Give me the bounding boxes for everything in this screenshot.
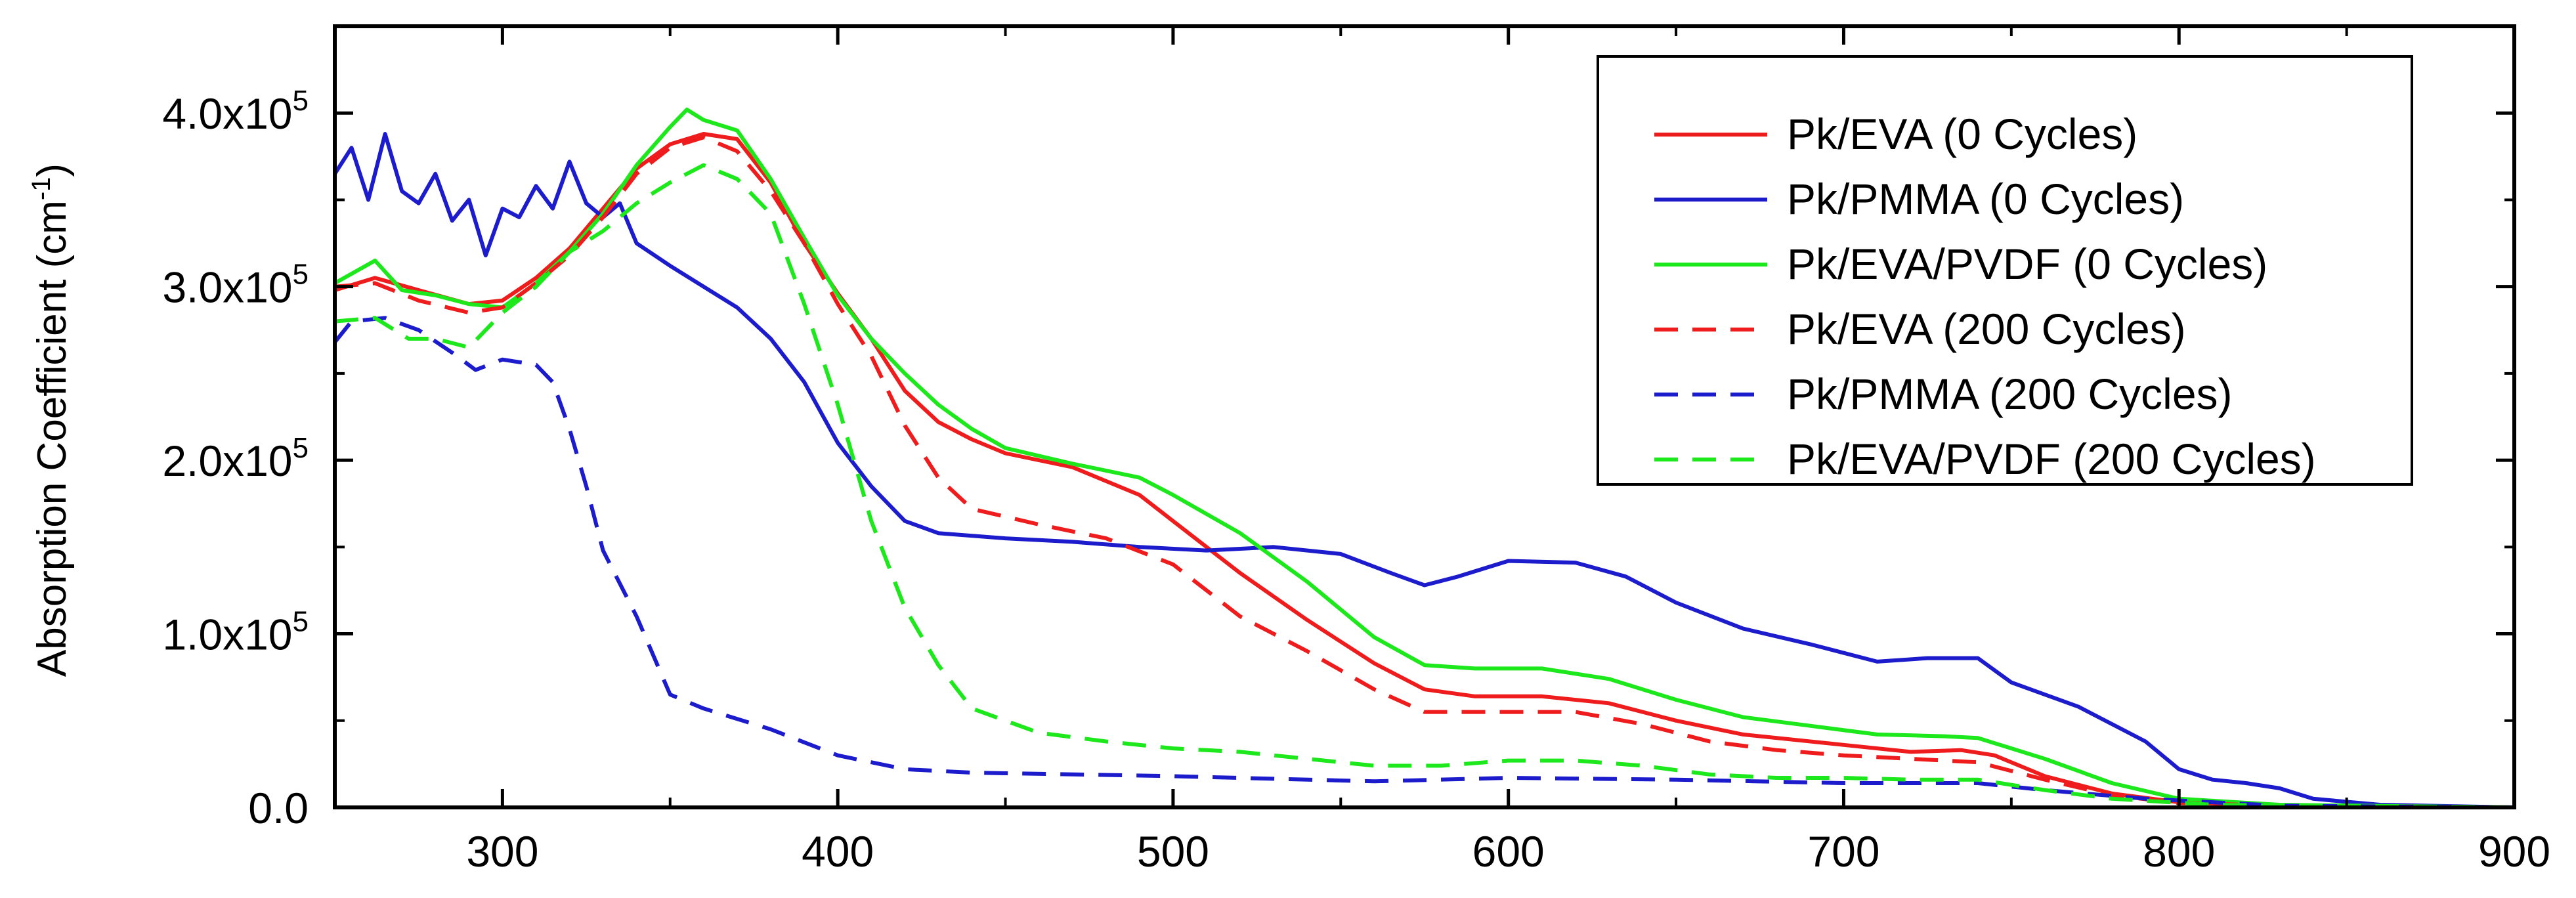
y-axis-label-sup: -1	[27, 177, 56, 201]
x-tick-label: 900	[2478, 827, 2550, 876]
y-tick-label: 0.0	[248, 784, 309, 832]
x-tick-label: 300	[466, 827, 538, 876]
legend-box	[1597, 55, 2413, 486]
y-tick-label: 3.0x105	[162, 259, 309, 312]
series-line-4	[334, 135, 2515, 809]
x-tick-label: 800	[2143, 827, 2215, 876]
x-tick-label: 600	[1472, 827, 1545, 876]
legend-label: Pk/EVA/PVDF (200 Cycles)	[1787, 435, 2316, 483]
legend-label: Pk/EVA/PVDF (0 Cycles)	[1787, 240, 2267, 288]
x-tick-label: 500	[1137, 827, 1209, 876]
legend: Pk/EVA (0 Cycles) Pk/PMMA (0 Cycles) Pk/EV…	[1597, 55, 2413, 486]
series-layer	[333, 107, 2515, 809]
ticks-layer: 300 400 500 600 700 800 900 0.0 1.0x105 2.0x105 3.…	[162, 25, 2550, 876]
plot-frame	[333, 24, 2516, 809]
series-line-1	[334, 132, 2515, 809]
x-tick-label: 700	[1807, 827, 1879, 876]
y-axis-label: Absorption Coefficient (cm-1)	[27, 163, 75, 677]
y-tick-label: 4.0x105	[162, 85, 309, 138]
y-axis-label-text: Absorption Coefficient (cm	[30, 200, 75, 677]
series-line-2	[333, 132, 2515, 809]
series-line-6	[334, 163, 2515, 809]
y-axis-label-close: )	[30, 163, 75, 177]
legend-label: Pk/PMMA (0 Cycles)	[1787, 175, 2184, 223]
y-tick-label: 1.0x105	[162, 606, 309, 659]
legend-label: Pk/EVA (0 Cycles)	[1787, 110, 2137, 158]
legend-label: Pk/EVA (200 Cycles)	[1787, 305, 2186, 353]
x-tick-label: 400	[802, 827, 874, 876]
series-line-5	[333, 316, 2515, 809]
y-tick-label: 2.0x105	[162, 432, 309, 485]
legend-label: Pk/PMMA (200 Cycles)	[1787, 370, 2233, 418]
